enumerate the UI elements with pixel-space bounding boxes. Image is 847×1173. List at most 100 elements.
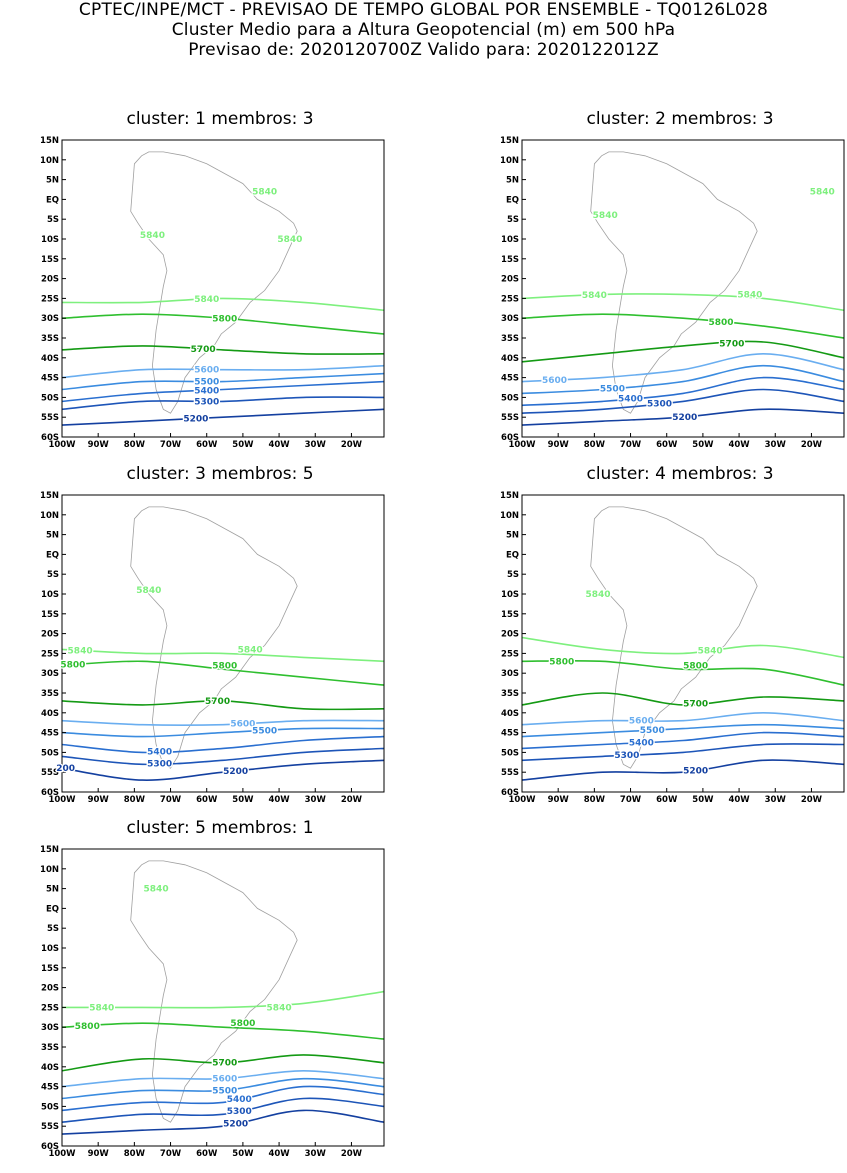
contour-label-5840: 5840 — [89, 1003, 114, 1013]
lon-label: 20W — [341, 1149, 363, 1159]
lon-label: 70W — [160, 440, 182, 450]
lat-label: 5S — [47, 924, 59, 934]
map-panel-cluster-2: cluster: 2 membros: 3 15N 10N 5N EQ 5S 10S 15S… — [480, 109, 847, 452]
contour-5300 — [62, 747, 384, 766]
lat-label: 40S — [41, 1063, 59, 1073]
lat-label: 10N — [500, 156, 519, 166]
contour-label-5700: 5700 — [212, 1059, 237, 1069]
contour-5800 — [522, 313, 844, 339]
lat-label: 20S — [41, 984, 59, 994]
lat-label: 15S — [41, 610, 59, 620]
contour-label-5700: 5700 — [683, 700, 708, 710]
lat-label: 30S — [501, 669, 519, 679]
lon-label: 60W — [656, 440, 678, 450]
contour-label-5400: 5400 — [147, 748, 172, 758]
figure-header: CPTEC/INPE/MCT - PREVISAO DE TEMPO GLOBA… — [0, 0, 847, 60]
lat-label: 40S — [501, 709, 519, 719]
contour-label-5400: 5400 — [227, 1095, 252, 1105]
south-america-coastline — [590, 151, 758, 414]
lon-label: 100W — [508, 795, 536, 805]
lon-label: 90W — [88, 795, 110, 805]
lat-label: 60S — [501, 788, 519, 798]
lat-label: 60S — [501, 433, 519, 443]
contour-label-5300: 5300 — [147, 759, 172, 769]
lon-label: 40W — [268, 795, 290, 805]
lat-label: 55S — [501, 768, 519, 778]
lat-label: 35S — [501, 689, 519, 699]
contour-5700 — [522, 340, 844, 363]
south-america-coastline — [130, 151, 298, 414]
lat-label: 5N — [46, 885, 59, 895]
lat-label: 20S — [41, 275, 59, 285]
contour-label-extra: 5840 — [277, 235, 302, 245]
lat-label: 50S — [501, 393, 519, 403]
lat-label: 40S — [501, 354, 519, 364]
lat-label: EQ — [506, 195, 519, 205]
contour-label-5200: 5200 — [223, 1120, 248, 1130]
map-plot: 15N 10N 5N EQ 5S 10S 15S 20S 25S 30S 35S 40S 45S 50S 5… — [500, 136, 845, 450]
lat-label: 25S — [41, 1003, 59, 1013]
lat-label: 35S — [41, 1043, 59, 1053]
header-line-1: CPTEC/INPE/MCT - PREVISAO DE TEMPO GLOBA… — [78, 0, 769, 20]
contour-5500 — [522, 723, 844, 738]
lat-label: 25S — [41, 294, 59, 304]
lat-label: 50S — [501, 748, 519, 758]
contour-5600 — [522, 711, 844, 726]
lat-label: 35S — [41, 689, 59, 699]
lat-label: 5N — [506, 176, 519, 186]
lon-label: 40W — [268, 440, 290, 450]
lat-label: 60S — [41, 788, 59, 798]
lat-label: EQ — [46, 904, 59, 914]
lat-label: 10N — [500, 511, 519, 521]
contour-label-5800: 5800 — [75, 1022, 100, 1032]
lat-label: 15N — [500, 491, 519, 501]
lat-label: 5N — [46, 531, 59, 541]
lon-label: 20W — [341, 440, 363, 450]
lat-label: EQ — [46, 195, 59, 205]
contour-label-5500: 5500 — [600, 385, 625, 395]
contour-label-extra: 5800 — [230, 1019, 255, 1029]
contour-label-5600: 5600 — [194, 366, 219, 376]
contour-label-extra: 5840 — [267, 1003, 292, 1013]
lat-label: 10N — [40, 156, 59, 166]
lat-label: 55S — [41, 1122, 59, 1132]
map-panel-cluster-5: cluster: 5 membros: 1 15N 10N 5N EQ 5S 10S 15S… — [20, 818, 420, 1161]
contour-5840 — [62, 297, 384, 312]
contour-5840 — [522, 636, 844, 659]
south-america-coastline — [130, 506, 298, 769]
lat-label: 5S — [47, 570, 59, 580]
map-area — [522, 151, 844, 426]
contour-5500 — [62, 372, 384, 391]
lon-label: 100W — [48, 795, 76, 805]
panel-title: cluster: 5 membros: 1 — [126, 818, 314, 838]
lon-label: 80W — [584, 795, 606, 805]
lon-label: 40W — [728, 795, 750, 805]
lat-label: 35S — [41, 334, 59, 344]
contour-label-5500: 5500 — [194, 378, 219, 388]
contour-5840 — [522, 293, 844, 312]
contour-label-5300: 5300 — [614, 751, 639, 761]
map-panel-cluster-4: cluster: 4 membros: 3 15N 10N 5N EQ 5S 10S 15S… — [480, 464, 847, 807]
lon-label: 80W — [124, 440, 146, 450]
lat-label: 10S — [41, 235, 59, 245]
map-area — [62, 506, 384, 781]
lon-label: 60W — [196, 1149, 218, 1159]
map-area — [62, 860, 384, 1135]
lat-label: 45S — [41, 374, 59, 384]
contour-5400 — [62, 735, 384, 754]
contour-5200 — [522, 408, 844, 426]
lat-label: 40S — [41, 354, 59, 364]
lat-label: 10S — [501, 590, 519, 600]
lon-label: 100W — [508, 440, 536, 450]
contour-5500 — [522, 364, 844, 395]
contour-5600 — [522, 352, 844, 383]
lat-label: 5S — [47, 215, 59, 225]
map-area — [62, 151, 384, 426]
panel-title: cluster: 4 membros: 3 — [586, 464, 774, 484]
lon-label: 60W — [196, 795, 218, 805]
contour-5700 — [62, 345, 384, 355]
lon-label: 90W — [88, 1149, 110, 1159]
lat-label: 15N — [40, 136, 59, 146]
contour-label-5800: 5800 — [708, 318, 733, 328]
contour-5200 — [522, 759, 844, 781]
